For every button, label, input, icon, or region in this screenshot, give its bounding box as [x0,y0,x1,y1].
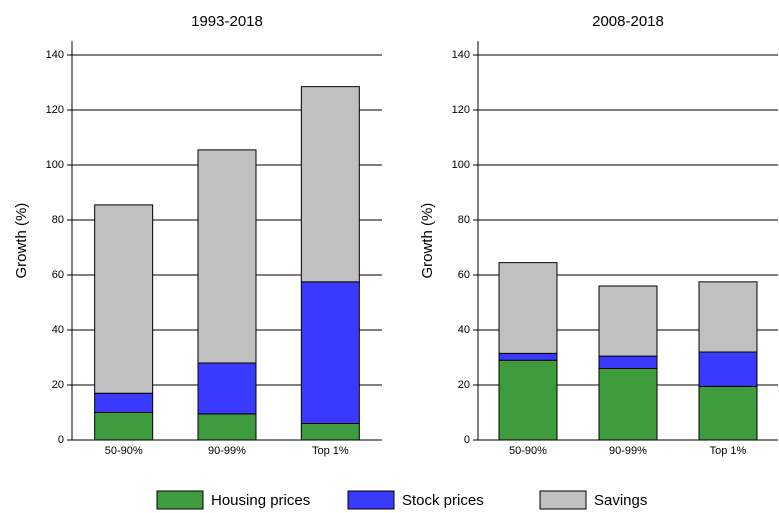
legend-swatch [539,490,587,510]
y-tick-label: 20 [458,379,470,391]
bar-segment [698,385,758,441]
x-tick-label: Top 1% [710,445,747,457]
bar-segment [197,149,257,364]
x-tick-label: Top 1% [312,445,349,457]
bar-segment [300,86,360,283]
y-tick-label: 100 [46,159,64,171]
y-tick-label: 80 [458,214,470,226]
legend-label: Housing prices [211,492,310,509]
y-tick-label: 100 [452,159,470,171]
bar-segment [94,204,154,394]
y-tick-label: 140 [46,49,64,61]
bar-segment [598,285,658,357]
legend-swatch [347,490,395,510]
bar-segment [498,352,558,361]
legend: Housing prices Stock prices Savings [156,490,647,510]
bar-segment [300,423,360,441]
y-tick-label: 140 [452,49,470,61]
y-tick-label: 40 [52,324,64,336]
y-axis-label: Growth (%) [419,203,436,279]
y-axis-label: Growth (%) [13,203,30,279]
y-tick-label: 120 [452,104,470,116]
y-tick-label: 120 [46,104,64,116]
bar-segment [300,281,360,424]
y-tick-label: 0 [58,434,64,446]
y-tick-label: 40 [458,324,470,336]
x-tick-label: 50-90% [105,445,143,457]
bar-segment [498,359,558,441]
x-tick-label: 90-99% [208,445,246,457]
y-tick-label: 80 [52,214,64,226]
bar-segment [197,413,257,441]
bar-segment [94,412,154,441]
y-tick-label: 60 [458,269,470,281]
chart-panel: 1993-2018 Growth (%) 0 20 40 60 80 100 120 140 50-… [13,13,382,457]
legend-swatch [156,490,204,510]
bar-segment [498,262,558,354]
bar-segment [598,368,658,441]
legend-label: Savings [594,492,647,509]
bar-segment [698,281,758,353]
chart-panel: 2008-2018 Growth (%) 0 20 40 60 80 100 120 140 50-… [419,13,778,457]
bar-segment [598,355,658,369]
y-tick-label: 0 [464,434,470,446]
y-tick-label: 20 [52,379,64,391]
chart-title: 1993-2018 [191,13,263,30]
legend-label: Stock prices [402,492,484,509]
bar-segment [197,362,257,415]
x-tick-label: 90-99% [609,445,647,457]
y-tick-label: 60 [52,269,64,281]
chart-title: 2008-2018 [592,13,664,30]
bar-segment [698,351,758,387]
bar-segment [94,392,154,413]
x-tick-label: 50-90% [509,445,547,457]
